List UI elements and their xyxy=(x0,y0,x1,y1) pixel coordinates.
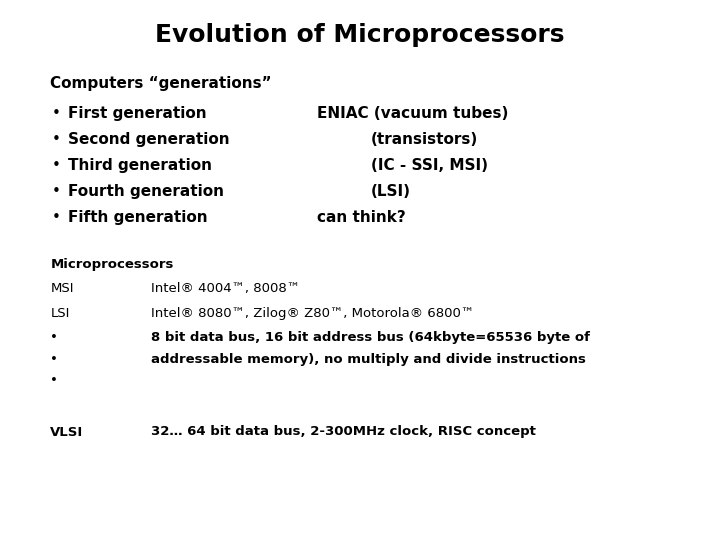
Text: (transistors): (transistors) xyxy=(371,132,478,147)
Text: •: • xyxy=(52,106,60,121)
Text: LSI: LSI xyxy=(50,307,70,320)
Text: 8 bit data bus, 16 bit address bus (64kbyte=65536 byte of: 8 bit data bus, 16 bit address bus (64kb… xyxy=(151,331,590,344)
Text: •: • xyxy=(50,374,58,387)
Text: Fourth generation: Fourth generation xyxy=(68,184,225,199)
Text: Intel® 4004™, 8008™: Intel® 4004™, 8008™ xyxy=(151,282,300,295)
Text: Fifth generation: Fifth generation xyxy=(68,210,208,225)
Text: Computers “generations”: Computers “generations” xyxy=(50,76,272,91)
Text: Evolution of Microprocessors: Evolution of Microprocessors xyxy=(156,23,564,47)
Text: MSI: MSI xyxy=(50,282,74,295)
Text: •: • xyxy=(50,331,58,344)
Text: 32… 64 bit data bus, 2-300MHz clock, RISC concept: 32… 64 bit data bus, 2-300MHz clock, RIS… xyxy=(151,426,536,438)
Text: •: • xyxy=(52,210,60,225)
Text: addressable memory), no multiply and divide instructions: addressable memory), no multiply and div… xyxy=(151,353,586,366)
Text: (IC - SSI, MSI): (IC - SSI, MSI) xyxy=(371,158,488,173)
Text: •: • xyxy=(50,353,58,366)
Text: VLSI: VLSI xyxy=(50,426,84,438)
Text: Third generation: Third generation xyxy=(68,158,212,173)
Text: Second generation: Second generation xyxy=(68,132,230,147)
Text: (LSI): (LSI) xyxy=(371,184,411,199)
Text: Intel® 8080™, Zilog® Z80™, Motorola® 6800™: Intel® 8080™, Zilog® Z80™, Motorola® 680… xyxy=(151,307,474,320)
Text: ENIAC (vacuum tubes): ENIAC (vacuum tubes) xyxy=(317,106,508,121)
Text: can think?: can think? xyxy=(317,210,405,225)
Text: •: • xyxy=(52,158,60,173)
Text: Microprocessors: Microprocessors xyxy=(50,258,174,271)
Text: •: • xyxy=(52,132,60,147)
Text: First generation: First generation xyxy=(68,106,207,121)
Text: •: • xyxy=(52,184,60,199)
